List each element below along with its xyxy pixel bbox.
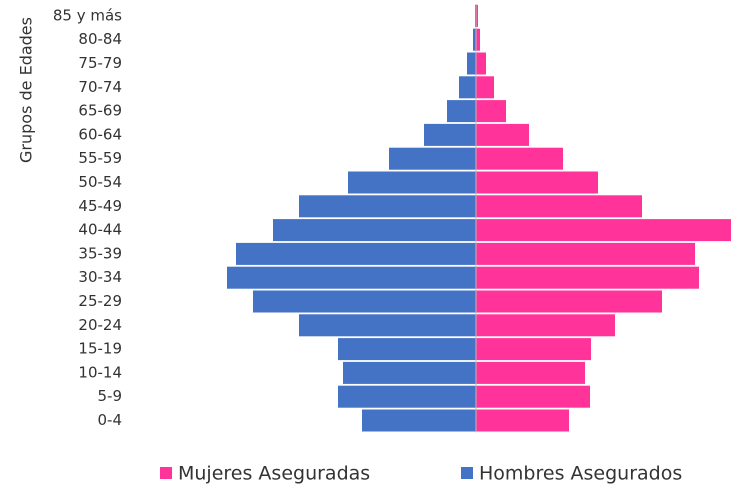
y-tick-label: 10-14 — [78, 363, 122, 381]
bar — [476, 219, 731, 242]
bar — [236, 242, 476, 265]
bar — [227, 266, 476, 289]
y-tick-label: 85 y más — [53, 6, 122, 24]
y-tick-label: 60-64 — [78, 125, 122, 143]
bar — [338, 385, 476, 408]
bar — [299, 195, 476, 218]
bar — [476, 314, 615, 337]
bar — [273, 219, 476, 242]
bar — [476, 409, 569, 432]
y-tick-label: 20-24 — [78, 316, 122, 334]
y-tick-label: 45-49 — [78, 197, 122, 215]
bar — [338, 338, 476, 361]
y-tick-label: 15-19 — [78, 340, 122, 358]
bar — [476, 123, 529, 146]
bar — [476, 76, 494, 99]
bar — [476, 28, 480, 51]
bar — [476, 242, 695, 265]
y-tick-label: 55-59 — [78, 149, 122, 167]
y-tick-label: 0-4 — [98, 411, 123, 429]
bar — [476, 100, 506, 123]
y-tick-label: 35-39 — [78, 244, 122, 262]
bar — [473, 28, 476, 51]
bar — [476, 290, 662, 313]
bar — [447, 100, 476, 123]
bar — [476, 52, 486, 75]
y-axis-title: Grupos de Edades — [17, 17, 36, 163]
y-tick-label: 30-34 — [78, 268, 122, 286]
legend-label: Mujeres Aseguradas — [178, 463, 370, 485]
bar — [343, 361, 476, 384]
bar — [299, 314, 476, 337]
bar — [476, 147, 563, 170]
bar — [476, 361, 585, 384]
y-tick-label: 40-44 — [78, 221, 122, 239]
y-tick-label: 75-79 — [78, 54, 122, 72]
bar — [476, 266, 699, 289]
bar — [362, 409, 476, 432]
bar — [424, 123, 476, 146]
bar — [476, 171, 598, 194]
y-tick-label: 65-69 — [78, 102, 122, 120]
y-tick-label: 50-54 — [78, 173, 122, 191]
bar — [476, 338, 591, 361]
y-tick-label: 80-84 — [78, 30, 122, 48]
bar — [459, 76, 476, 99]
bar — [348, 171, 476, 194]
legend-swatch — [160, 467, 172, 479]
y-tick-label: 70-74 — [78, 78, 122, 96]
y-tick-label: 25-29 — [78, 292, 122, 310]
bar — [476, 385, 590, 408]
bar — [467, 52, 476, 75]
bar — [476, 195, 642, 218]
legend-label: Hombres Asegurados — [479, 463, 682, 485]
legend-swatch — [461, 467, 473, 479]
bar — [476, 4, 478, 27]
bar — [389, 147, 476, 170]
y-tick-label: 5-9 — [98, 387, 123, 405]
bar — [253, 290, 476, 313]
